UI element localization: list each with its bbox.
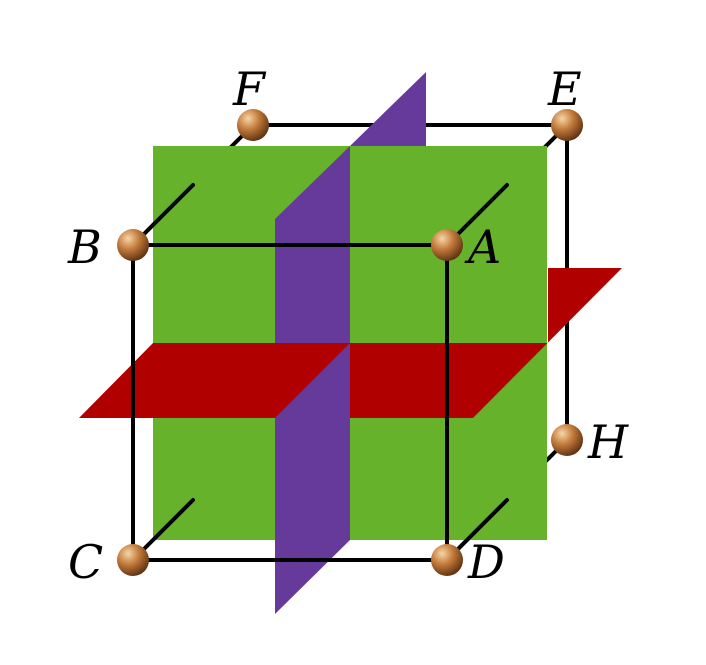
label-F: F [232, 62, 267, 116]
atom-C [117, 544, 149, 576]
back-atoms [237, 109, 583, 456]
label-D: D [467, 535, 505, 589]
front-atoms [117, 229, 463, 576]
purple-plane-upper [275, 72, 426, 419]
red-plane [79, 268, 622, 418]
label-H: H [587, 415, 629, 469]
label-B: B [67, 220, 102, 274]
atom-E [551, 109, 583, 141]
atom-B [117, 229, 149, 261]
atom-D [431, 544, 463, 576]
purple-plane-lower [275, 343, 350, 614]
atom-A [431, 229, 463, 261]
vertex-labels: F E B A H C D [67, 62, 629, 589]
label-A: A [464, 220, 501, 274]
atom-F [237, 109, 269, 141]
atom-H [551, 424, 583, 456]
label-C: C [68, 535, 103, 589]
label-E: E [547, 62, 582, 116]
